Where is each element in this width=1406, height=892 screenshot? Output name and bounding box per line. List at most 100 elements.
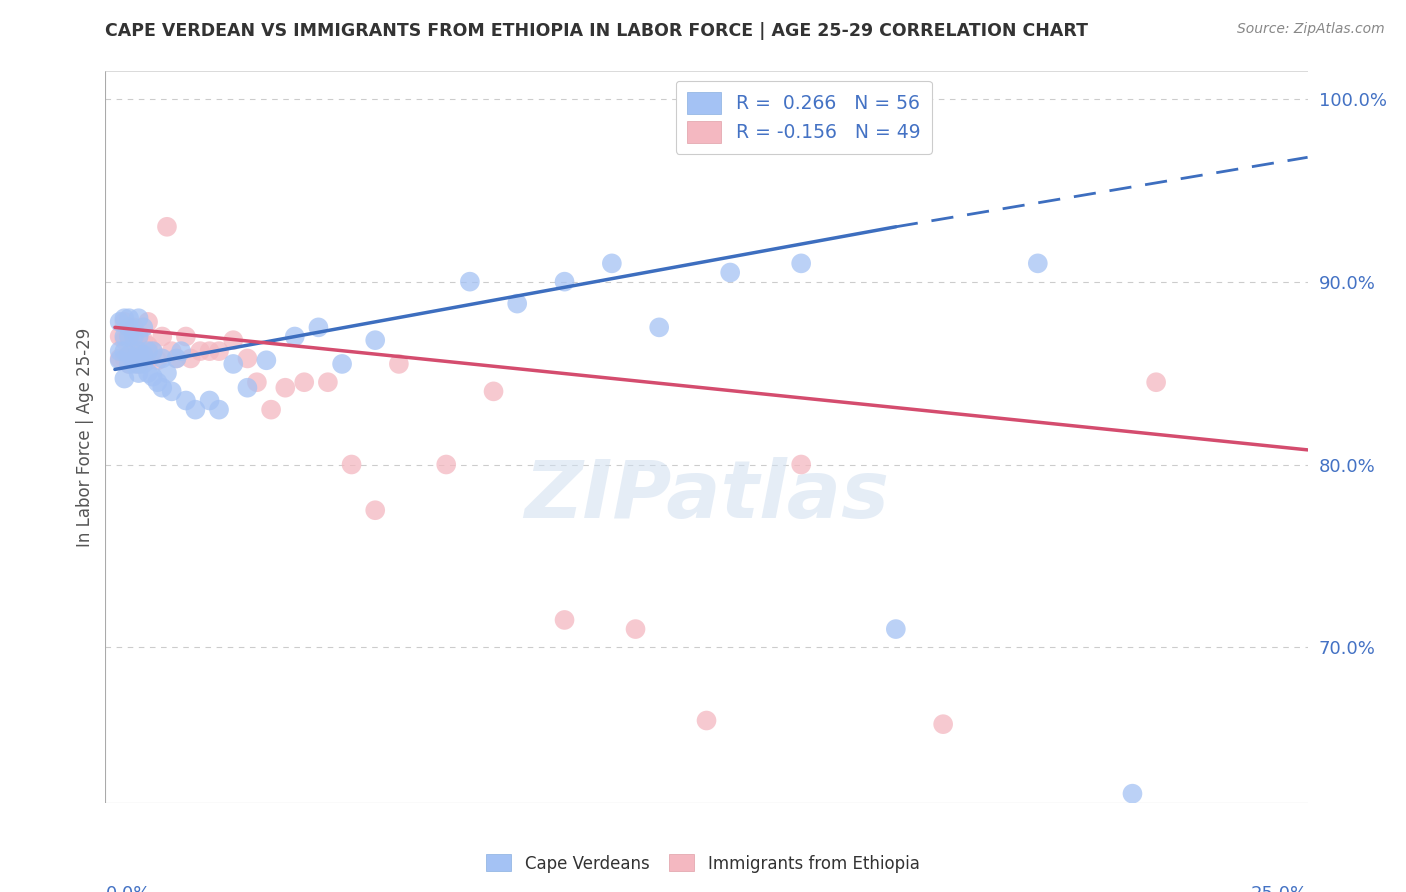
- Point: [236, 351, 259, 366]
- Point: [132, 351, 155, 366]
- Point: [112, 329, 135, 343]
- Point: [128, 357, 150, 371]
- Text: ZIPatlas: ZIPatlas: [524, 457, 889, 534]
- Point: [112, 333, 135, 347]
- Point: [208, 344, 231, 359]
- Point: [188, 344, 211, 359]
- Point: [790, 256, 813, 270]
- Point: [458, 275, 481, 289]
- Point: [790, 458, 813, 472]
- Point: [146, 353, 169, 368]
- Point: [246, 375, 269, 389]
- Point: [118, 311, 141, 326]
- Point: [648, 320, 671, 334]
- Point: [236, 381, 259, 395]
- Point: [554, 275, 576, 289]
- Point: [142, 369, 165, 384]
- Point: [136, 344, 159, 359]
- Point: [364, 503, 387, 517]
- Point: [128, 311, 150, 326]
- Point: [1121, 787, 1143, 801]
- Point: [260, 402, 283, 417]
- Point: [112, 311, 135, 326]
- Point: [112, 344, 135, 359]
- Point: [136, 339, 159, 353]
- Point: [118, 320, 141, 334]
- Point: [132, 320, 155, 334]
- Point: [150, 351, 173, 366]
- Point: [198, 393, 221, 408]
- Point: [340, 458, 363, 472]
- Point: [122, 333, 145, 347]
- Point: [142, 344, 165, 359]
- Point: [160, 344, 183, 359]
- Point: [118, 329, 141, 343]
- Point: [208, 402, 231, 417]
- Point: [316, 375, 339, 389]
- Point: [142, 344, 165, 359]
- Point: [624, 622, 647, 636]
- Point: [180, 351, 202, 366]
- Legend: Cape Verdeans, Immigrants from Ethiopia: Cape Verdeans, Immigrants from Ethiopia: [479, 847, 927, 880]
- Point: [165, 351, 187, 366]
- Point: [128, 329, 150, 343]
- Point: [222, 357, 245, 371]
- Point: [108, 351, 131, 366]
- Point: [112, 351, 135, 366]
- Point: [128, 366, 150, 380]
- Point: [132, 333, 155, 347]
- Point: [132, 357, 155, 371]
- Point: [284, 329, 307, 343]
- Point: [160, 384, 183, 399]
- Point: [108, 329, 131, 343]
- Point: [482, 384, 505, 399]
- Point: [174, 329, 197, 343]
- Point: [118, 357, 141, 371]
- Point: [118, 329, 141, 343]
- Point: [884, 622, 907, 636]
- Point: [122, 329, 145, 343]
- Point: [112, 371, 135, 385]
- Point: [330, 357, 353, 371]
- Point: [174, 393, 197, 408]
- Point: [184, 402, 207, 417]
- Point: [128, 357, 150, 371]
- Point: [506, 296, 529, 310]
- Point: [128, 348, 150, 362]
- Point: [136, 366, 159, 380]
- Text: 0.0%: 0.0%: [105, 885, 150, 892]
- Y-axis label: In Labor Force | Age 25-29: In Labor Force | Age 25-29: [76, 327, 94, 547]
- Legend: R =  0.266   N = 56, R = -0.156   N = 49: R = 0.266 N = 56, R = -0.156 N = 49: [676, 81, 932, 154]
- Point: [292, 375, 315, 389]
- Point: [118, 357, 141, 371]
- Point: [122, 357, 145, 371]
- Text: Source: ZipAtlas.com: Source: ZipAtlas.com: [1237, 22, 1385, 37]
- Point: [122, 353, 145, 368]
- Point: [434, 458, 457, 472]
- Point: [696, 714, 718, 728]
- Point: [600, 256, 623, 270]
- Point: [274, 381, 297, 395]
- Point: [156, 219, 179, 234]
- Point: [170, 344, 193, 359]
- Point: [718, 265, 741, 279]
- Point: [108, 353, 131, 368]
- Point: [1144, 375, 1167, 389]
- Point: [254, 353, 277, 368]
- Point: [307, 320, 329, 334]
- Point: [108, 344, 131, 359]
- Point: [150, 381, 173, 395]
- Point: [136, 353, 159, 368]
- Point: [554, 613, 576, 627]
- Point: [128, 344, 150, 359]
- Text: 25.0%: 25.0%: [1250, 885, 1308, 892]
- Point: [1026, 256, 1049, 270]
- Point: [122, 344, 145, 359]
- Point: [128, 344, 150, 359]
- Point: [165, 351, 187, 366]
- Point: [122, 320, 145, 334]
- Point: [150, 329, 173, 343]
- Point: [128, 329, 150, 343]
- Point: [222, 333, 245, 347]
- Point: [118, 348, 141, 362]
